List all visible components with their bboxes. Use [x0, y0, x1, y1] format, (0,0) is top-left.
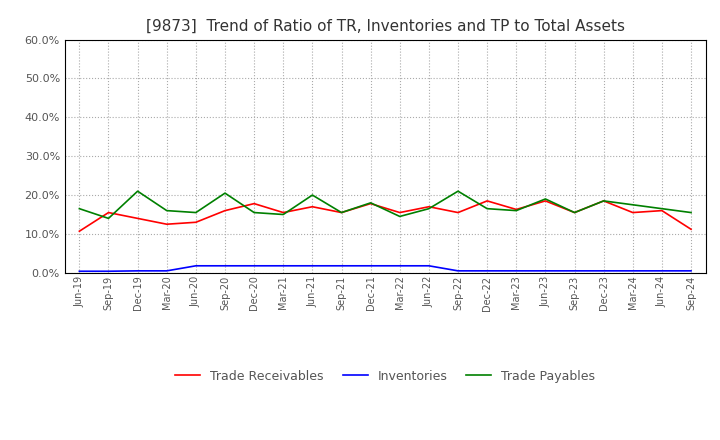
- Trade Payables: [570, 210, 579, 215]
- Trade Payables: [599, 198, 608, 204]
- Trade Receivables: [250, 201, 258, 206]
- Trade Receivables: [629, 210, 637, 215]
- Trade Receivables: [220, 208, 229, 213]
- Inventories: [308, 263, 317, 268]
- Trade Payables: [366, 200, 375, 205]
- Inventories: [483, 268, 492, 274]
- Inventories: [75, 268, 84, 274]
- Inventories: [657, 268, 666, 274]
- Trade Receivables: [570, 210, 579, 215]
- Inventories: [629, 268, 637, 274]
- Inventories: [454, 268, 462, 274]
- Trade Receivables: [337, 210, 346, 215]
- Inventories: [133, 268, 142, 274]
- Inventories: [250, 263, 258, 268]
- Line: Trade Receivables: Trade Receivables: [79, 201, 691, 231]
- Line: Inventories: Inventories: [79, 266, 691, 271]
- Trade Payables: [250, 210, 258, 215]
- Trade Receivables: [192, 220, 200, 225]
- Trade Receivables: [308, 204, 317, 209]
- Inventories: [337, 263, 346, 268]
- Inventories: [104, 268, 113, 274]
- Title: [9873]  Trend of Ratio of TR, Inventories and TP to Total Assets: [9873] Trend of Ratio of TR, Inventories…: [145, 19, 625, 34]
- Trade Payables: [163, 208, 171, 213]
- Trade Receivables: [483, 198, 492, 204]
- Trade Payables: [337, 210, 346, 215]
- Trade Payables: [454, 188, 462, 194]
- Trade Receivables: [104, 210, 113, 215]
- Trade Receivables: [395, 210, 404, 215]
- Trade Receivables: [599, 198, 608, 204]
- Trade Payables: [395, 214, 404, 219]
- Trade Receivables: [657, 208, 666, 213]
- Trade Payables: [629, 202, 637, 207]
- Trade Receivables: [279, 210, 287, 215]
- Trade Receivables: [75, 228, 84, 234]
- Line: Trade Payables: Trade Payables: [79, 191, 691, 218]
- Inventories: [425, 263, 433, 268]
- Legend: Trade Receivables, Inventories, Trade Payables: Trade Receivables, Inventories, Trade Pa…: [170, 365, 600, 388]
- Trade Receivables: [687, 227, 696, 232]
- Inventories: [541, 268, 550, 274]
- Inventories: [220, 263, 229, 268]
- Inventories: [512, 268, 521, 274]
- Trade Receivables: [133, 216, 142, 221]
- Trade Payables: [483, 206, 492, 211]
- Inventories: [599, 268, 608, 274]
- Inventories: [163, 268, 171, 274]
- Inventories: [687, 268, 696, 274]
- Trade Payables: [512, 208, 521, 213]
- Trade Receivables: [163, 222, 171, 227]
- Inventories: [570, 268, 579, 274]
- Trade Payables: [192, 210, 200, 215]
- Trade Receivables: [512, 207, 521, 212]
- Inventories: [279, 263, 287, 268]
- Trade Receivables: [454, 210, 462, 215]
- Trade Payables: [104, 216, 113, 221]
- Trade Receivables: [366, 201, 375, 206]
- Inventories: [395, 263, 404, 268]
- Trade Payables: [308, 192, 317, 198]
- Trade Payables: [220, 191, 229, 196]
- Trade Receivables: [541, 198, 550, 204]
- Trade Payables: [133, 188, 142, 194]
- Trade Payables: [279, 212, 287, 217]
- Trade Payables: [657, 206, 666, 211]
- Trade Payables: [425, 206, 433, 211]
- Inventories: [192, 263, 200, 268]
- Trade Payables: [687, 210, 696, 215]
- Trade Payables: [541, 196, 550, 202]
- Trade Receivables: [425, 204, 433, 209]
- Trade Payables: [75, 206, 84, 211]
- Inventories: [366, 263, 375, 268]
